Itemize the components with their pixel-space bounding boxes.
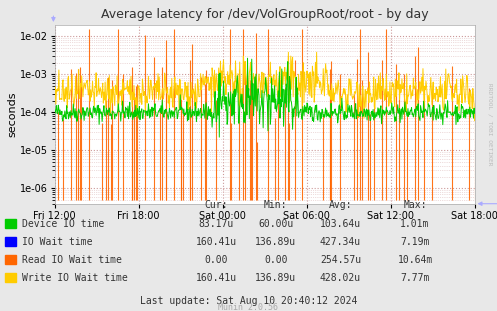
Text: 103.64u: 103.64u xyxy=(320,219,361,229)
Text: Last update: Sat Aug 10 20:40:12 2024: Last update: Sat Aug 10 20:40:12 2024 xyxy=(140,296,357,306)
Text: 0.00: 0.00 xyxy=(264,255,288,265)
Text: Read IO Wait time: Read IO Wait time xyxy=(22,255,122,265)
Text: 60.00u: 60.00u xyxy=(258,219,293,229)
Text: 136.89u: 136.89u xyxy=(255,237,296,247)
Text: 7.19m: 7.19m xyxy=(400,237,430,247)
Y-axis label: seconds: seconds xyxy=(7,91,17,137)
Title: Average latency for /dev/VolGroupRoot/root - by day: Average latency for /dev/VolGroupRoot/ro… xyxy=(101,8,428,21)
Text: Max:: Max: xyxy=(403,200,427,210)
Text: RRDTOOL / TOBI OETIKER: RRDTOOL / TOBI OETIKER xyxy=(487,83,492,166)
Text: 10.64m: 10.64m xyxy=(398,255,432,265)
Text: 428.02u: 428.02u xyxy=(320,273,361,283)
Text: Write IO Wait time: Write IO Wait time xyxy=(22,273,128,283)
Text: 136.89u: 136.89u xyxy=(255,273,296,283)
Text: 7.77m: 7.77m xyxy=(400,273,430,283)
Text: IO Wait time: IO Wait time xyxy=(22,237,92,247)
Text: 1.01m: 1.01m xyxy=(400,219,430,229)
Text: Cur:: Cur: xyxy=(204,200,228,210)
Text: 160.41u: 160.41u xyxy=(196,273,237,283)
Text: 254.57u: 254.57u xyxy=(320,255,361,265)
Text: 427.34u: 427.34u xyxy=(320,237,361,247)
Text: 160.41u: 160.41u xyxy=(196,237,237,247)
Text: 83.17u: 83.17u xyxy=(199,219,234,229)
Text: Min:: Min: xyxy=(264,200,288,210)
Text: Avg:: Avg: xyxy=(329,200,352,210)
Text: Munin 2.0.56: Munin 2.0.56 xyxy=(219,303,278,311)
Text: Device IO time: Device IO time xyxy=(22,219,104,229)
Text: 0.00: 0.00 xyxy=(204,255,228,265)
